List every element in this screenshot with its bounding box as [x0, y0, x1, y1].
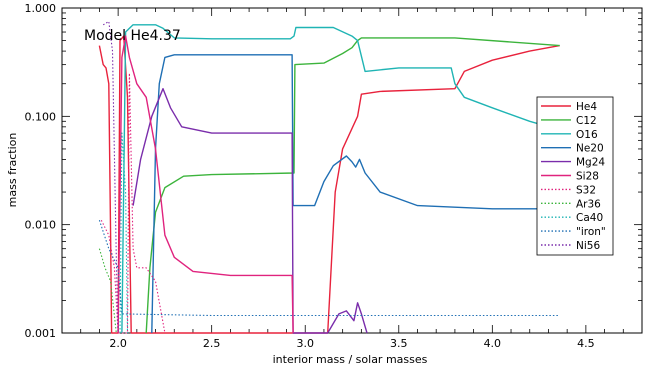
y-tick-label: 0.100	[25, 110, 57, 123]
x-tick-label: 3.5	[390, 337, 408, 350]
series-line	[102, 20, 119, 334]
y-tick-label: 0.010	[25, 219, 57, 232]
plot-frame	[61, 7, 643, 334]
series-lines	[98, 20, 560, 334]
x-tick-label: 3.0	[296, 337, 314, 350]
x-axis-label: interior mass / solar masses	[273, 353, 428, 366]
legend-label: Mg24	[576, 157, 605, 169]
y-axis-label: mass fraction	[6, 133, 19, 208]
series-line	[145, 37, 560, 334]
x-tick-label: 2.0	[109, 337, 127, 350]
legend-label: Ar36	[576, 198, 601, 210]
legend-label: Si28	[576, 171, 599, 183]
series-line	[98, 248, 117, 334]
series-line	[121, 24, 560, 334]
legend-label: C12	[576, 115, 597, 127]
chart-title: Model He4.37	[84, 28, 181, 44]
legend-label: Ni56	[576, 240, 600, 252]
legend-label: He4	[576, 101, 597, 113]
series-line	[132, 88, 368, 334]
legend-label: Ca40	[576, 212, 603, 224]
legend-label: "iron"	[576, 226, 606, 238]
x-tick-label: 4.5	[577, 337, 595, 350]
x-axis: 2.0 2.5 3.0 3.5 4.0 4.5	[80, 8, 624, 350]
legend-label: Ne20	[576, 143, 604, 155]
x-tick-label: 2.5	[203, 337, 221, 350]
x-tick-label: 4.0	[484, 337, 502, 350]
legend-label: O16	[576, 129, 598, 141]
series-line	[98, 35, 560, 334]
y-tick-label: 1.000	[25, 2, 57, 15]
series-line	[117, 35, 294, 334]
series-line	[151, 54, 560, 334]
series-line	[119, 132, 129, 334]
y-tick-label: 0.001	[25, 327, 57, 340]
y-axis: 0.001 0.010 0.100 1.000	[25, 2, 642, 340]
legend-label: S32	[576, 184, 596, 196]
